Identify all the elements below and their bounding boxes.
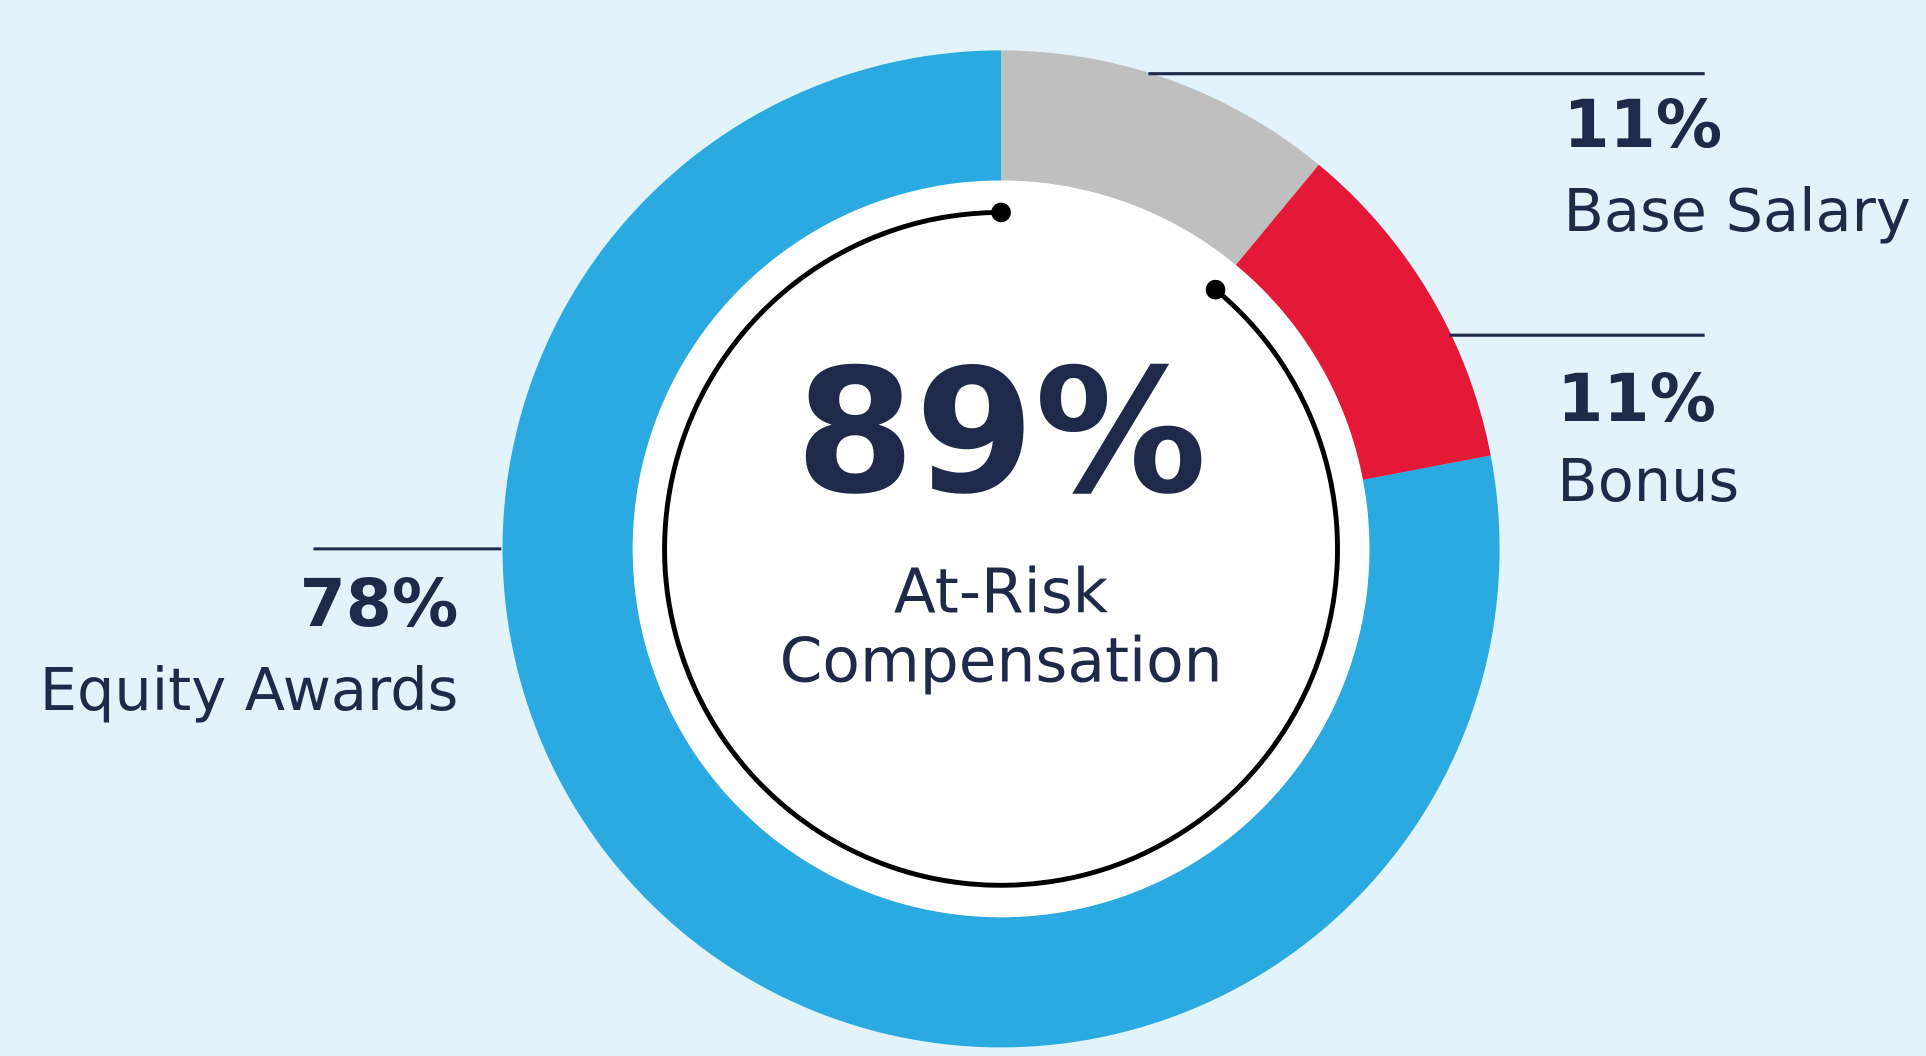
value-label: 11%	[1563, 85, 1722, 163]
category-label: Base Salary	[1563, 176, 1910, 245]
value-label: 11%	[1557, 359, 1716, 437]
category-label: Equity Awards	[40, 655, 459, 724]
arc-end-dot	[1205, 279, 1226, 300]
center-value: 89%	[795, 331, 1206, 532]
arc-end-dot	[991, 202, 1011, 223]
center-text: At-Risk	[894, 557, 1109, 628]
value-label: 78%	[300, 564, 459, 642]
center-text: Compensation	[780, 625, 1223, 696]
donut-slice	[1001, 50, 1319, 266]
category-label: Bonus	[1557, 446, 1739, 515]
donut-slice	[1235, 164, 1491, 480]
at-risk-arc	[662, 209, 1340, 888]
center-disc	[632, 180, 1370, 918]
